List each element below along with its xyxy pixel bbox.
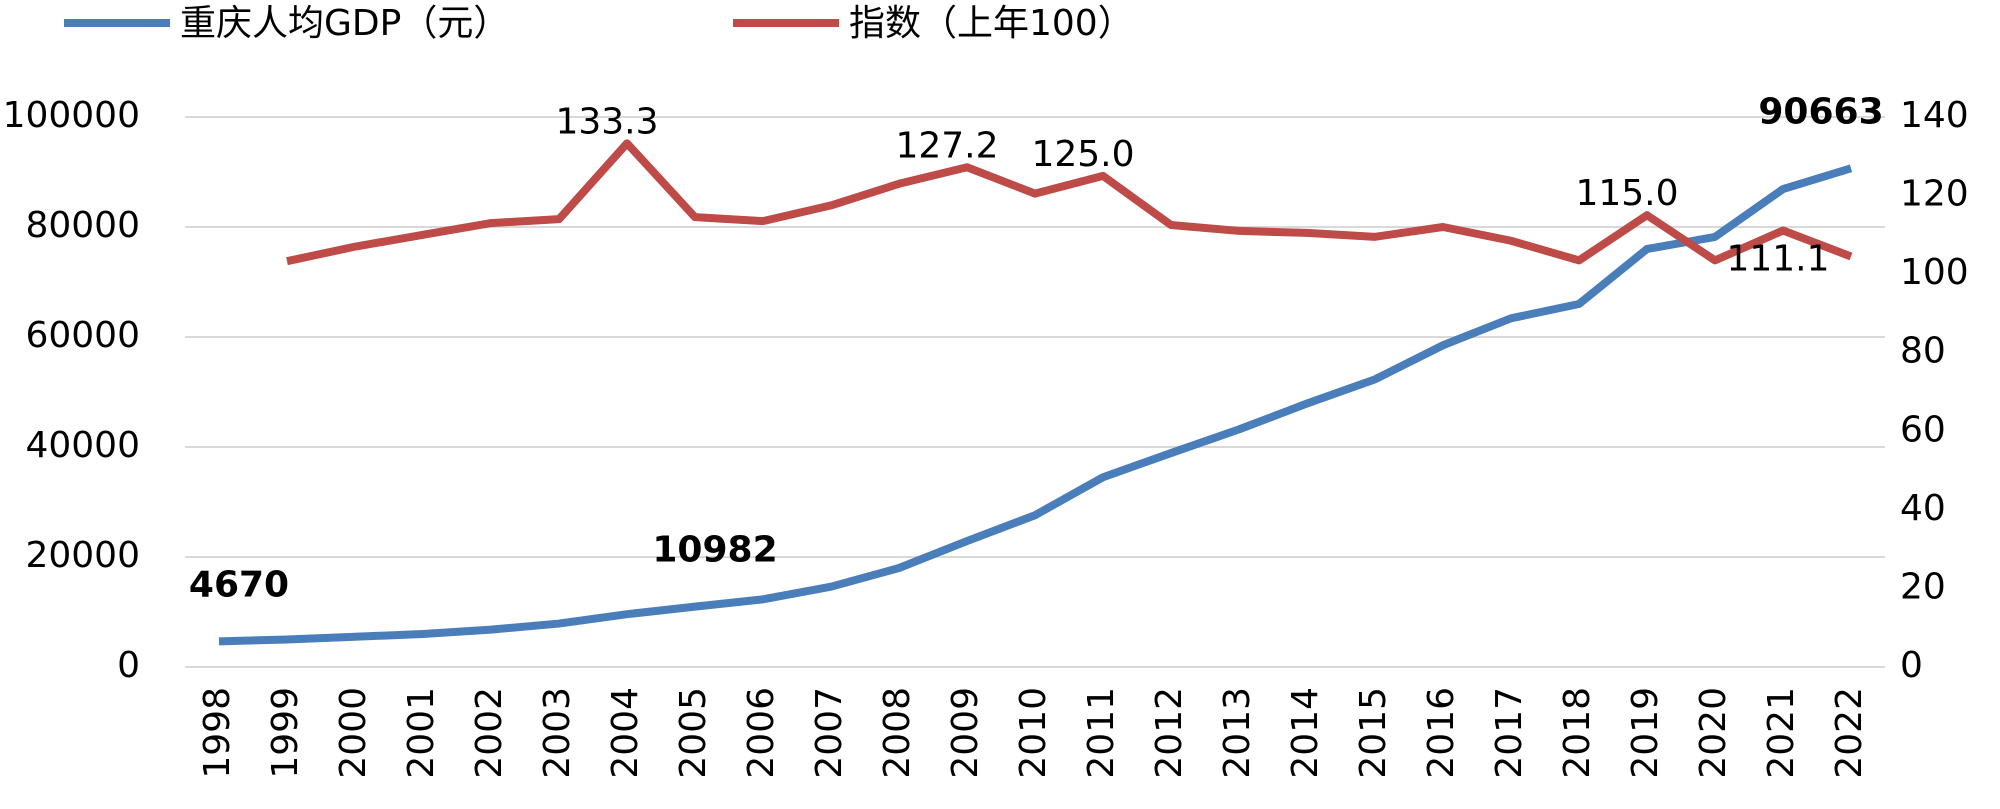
- x-tick-label: 2003: [537, 687, 578, 779]
- x-tick-label: 2020: [1693, 687, 1734, 779]
- data-label: 125.0: [1031, 134, 1134, 175]
- y2-tick-label: 80: [1900, 331, 1946, 372]
- legend-label: 指数（上年100）: [849, 3, 1134, 44]
- data-label: 10982: [652, 530, 777, 571]
- x-tick-label: 2010: [1013, 687, 1054, 779]
- x-tick-label: 2018: [1557, 687, 1598, 779]
- data-label: 111.1: [1726, 239, 1829, 280]
- y-tick-label: 80000: [25, 205, 140, 246]
- x-tick-label: 1998: [197, 687, 238, 779]
- x-tick-label: 2002: [469, 687, 510, 779]
- x-tick-label: 2009: [945, 687, 986, 779]
- x-tick-label: 2001: [401, 687, 442, 779]
- data-label: 90663: [1758, 91, 1883, 132]
- x-tick-label: 2021: [1761, 687, 1802, 779]
- data-label: 115.0: [1575, 173, 1678, 214]
- x-tick-label: 2004: [605, 687, 646, 779]
- x-tick-label: 2005: [673, 687, 714, 779]
- x-tick-label: 2008: [877, 687, 918, 779]
- x-tick-label: 2022: [1829, 687, 1870, 779]
- y-tick-label: 100000: [3, 95, 140, 136]
- x-tick-label: 2015: [1353, 687, 1394, 779]
- x-tick-label: 2006: [741, 687, 782, 779]
- y2-tick-label: 140: [1900, 95, 1969, 136]
- y-tick-label: 60000: [25, 315, 140, 356]
- x-tick-label: 1999: [265, 687, 306, 779]
- y-tick-label: 0: [117, 645, 140, 686]
- x-tick-label: 2019: [1625, 687, 1666, 779]
- x-tick-label: 2000: [333, 687, 374, 779]
- x-tick-label: 2011: [1081, 687, 1122, 779]
- x-tick-label: 2017: [1489, 687, 1530, 779]
- y2-tick-label: 60: [1900, 409, 1946, 450]
- series-line: [218, 164, 1853, 646]
- series-line: [286, 139, 1853, 266]
- data-label: 133.3: [555, 101, 658, 142]
- x-tick-label: 2014: [1285, 687, 1326, 779]
- data-label: 4670: [189, 564, 289, 605]
- legend-label: 重庆人均GDP（元）: [180, 3, 509, 44]
- data-label: 127.2: [895, 125, 998, 166]
- y2-tick-label: 40: [1900, 488, 1946, 529]
- x-tick-label: 2013: [1217, 687, 1258, 779]
- y2-tick-label: 120: [1900, 174, 1969, 215]
- y2-tick-label: 100: [1900, 252, 1969, 293]
- y-tick-label: 40000: [25, 425, 140, 466]
- x-tick-label: 2012: [1149, 687, 1190, 779]
- y-tick-label: 20000: [25, 535, 140, 576]
- x-tick-label: 2016: [1421, 687, 1462, 779]
- y2-tick-label: 20: [1900, 566, 1946, 607]
- y2-tick-label: 0: [1900, 645, 1923, 686]
- x-tick-label: 2007: [809, 687, 850, 779]
